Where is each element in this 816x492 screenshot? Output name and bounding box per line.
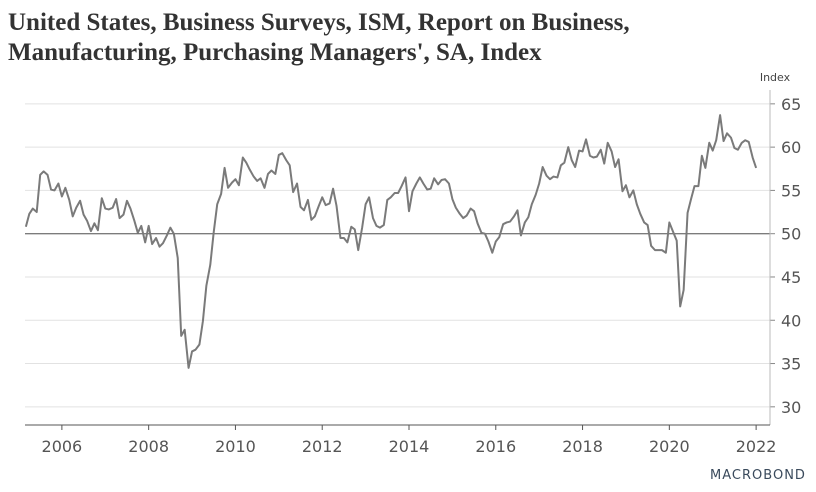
x-tick-label: 2022 xyxy=(736,437,777,456)
branding: MACROBOND xyxy=(710,468,806,483)
y-tick-label: 45 xyxy=(781,268,801,287)
y-tick-label: 40 xyxy=(781,311,801,330)
y-axis-label: Index xyxy=(760,71,791,84)
x-tick-label: 2020 xyxy=(649,437,690,456)
x-tick-label: 2014 xyxy=(389,437,430,456)
x-tick-label: 2018 xyxy=(562,437,603,456)
x-tick-label: 2012 xyxy=(302,437,343,456)
y-tick-label: 60 xyxy=(781,138,801,157)
x-tick-label: 2008 xyxy=(128,437,169,456)
x-tick-label: 2006 xyxy=(42,437,83,456)
x-tick-label: 2016 xyxy=(475,437,516,456)
y-tick-label: 55 xyxy=(781,181,801,200)
y-tick-label: 30 xyxy=(781,398,801,417)
y-tick-label: 65 xyxy=(781,95,801,114)
chart-title-line: Manufacturing, Purchasing Managers', SA,… xyxy=(8,39,542,66)
x-tick-label: 2010 xyxy=(215,437,256,456)
chart-title-line: United States, Business Surveys, ISM, Re… xyxy=(8,9,630,36)
y-tick-label: 50 xyxy=(781,225,801,244)
y-tick-label: 35 xyxy=(781,355,801,374)
data-line xyxy=(24,114,758,369)
